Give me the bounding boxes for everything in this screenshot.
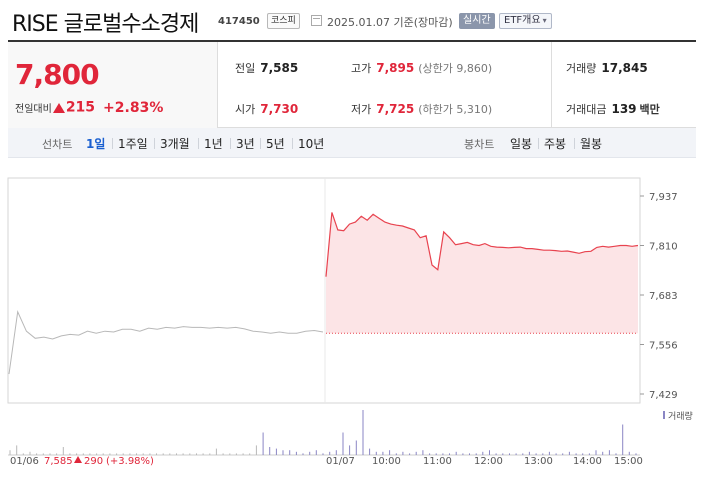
open-price: 시가 7,730 — [235, 98, 298, 118]
tab-separator — [230, 138, 231, 149]
lower-limit-label: (하한가 — [418, 103, 453, 116]
lower-limit-value: 5,310) — [456, 103, 493, 116]
trade-amount: 거래대금 139 백만 — [566, 98, 660, 118]
tab-separator — [574, 138, 575, 149]
low-value: 7,725 — [376, 102, 415, 116]
upper-limit-value: 9,860) — [456, 62, 493, 75]
volume-legend-swatch — [663, 411, 665, 419]
prev-close-label: 전일 — [235, 62, 256, 75]
quote-column-3: 거래량 17,845 거래대금 139 백만 — [552, 42, 696, 128]
tab-separator — [292, 138, 293, 149]
period-tab[interactable]: 1년 — [204, 137, 223, 151]
prev-day-change-label: 290 — [84, 456, 103, 467]
x-tick-label: 01/07 — [326, 456, 355, 467]
etf-overview-dropdown[interactable]: ETF개요 ▾ — [499, 13, 552, 29]
y-tick-label: 7,683 — [649, 291, 678, 302]
price-chart-area: 7,937 7,810 7,683 7,556 7,429 거래량 01/06 7,585 29… — [0, 158, 702, 482]
prev-close: 전일 7,585 — [235, 57, 298, 77]
reference-date: 2025.01.07 기준(장마감) — [327, 16, 453, 29]
x-tick-label: 11:00 — [423, 456, 452, 467]
period-tab[interactable]: 10년 — [298, 137, 325, 151]
low-label: 저가 — [351, 103, 372, 116]
etf-overview-label: ETF개요 — [504, 15, 541, 26]
volume-label: 거래량 — [566, 62, 597, 75]
prev-day-change-percent: (+3.98%) — [106, 456, 154, 467]
period-tab[interactable]: 3개월 — [160, 137, 190, 151]
period-tab[interactable]: 5년 — [266, 137, 285, 151]
period-tab[interactable]: 1주일 — [118, 137, 148, 151]
realtime-button[interactable]: 실시간 — [459, 13, 495, 29]
x-tick-label: 10:00 — [372, 456, 401, 467]
line-chart-label: 선차트 — [42, 138, 73, 151]
volume: 거래량 17,845 — [566, 57, 648, 77]
candle-chart-label: 봉차트 — [464, 138, 495, 151]
calendar-icon — [311, 15, 322, 26]
volume-value: 17,845 — [601, 61, 648, 75]
x-tick-label: 13:00 — [524, 456, 553, 467]
upper-limit: (상한가 9,860) — [418, 62, 492, 75]
x-tick-label: 15:00 — [614, 456, 643, 467]
amount-label: 거래대금 — [566, 103, 607, 116]
quote-column-1: 전일 7,585 시가 7,730 — [218, 42, 340, 128]
x-tick-label: 01/06 — [10, 456, 39, 467]
tab-separator — [112, 138, 113, 149]
prev-close-value: 7,585 — [260, 61, 299, 75]
candle-tab[interactable]: 월봉 — [580, 137, 603, 151]
price-chart: 7,937 7,810 7,683 7,556 7,429 거래량 01/06 7,585 29… — [7, 177, 693, 467]
chevron-down-icon: ▾ — [542, 16, 547, 25]
high-value: 7,895 — [376, 61, 415, 75]
volume-legend-label: 거래량 — [668, 410, 693, 422]
candle-tab[interactable]: 주봉 — [544, 137, 567, 151]
change-row: 전일대비 215 +2.83% — [15, 97, 163, 116]
high-label: 고가 — [351, 62, 372, 75]
tab-separator — [198, 138, 199, 149]
period-tab[interactable]: 1일 — [86, 137, 106, 151]
change-label: 전일대비 — [15, 104, 52, 115]
tab-separator — [538, 138, 539, 149]
upper-limit-label: (상한가 — [418, 62, 453, 75]
x-tick-label: 14:00 — [573, 456, 602, 467]
period-tab[interactable]: 3년 — [236, 137, 255, 151]
up-triangle-icon — [52, 102, 65, 113]
open-label: 시가 — [235, 103, 256, 116]
amount-unit: 백만 — [639, 103, 660, 116]
quote-summary: 7,800 전일대비 215 +2.83% 전일 7,585 시가 7,730 고가 7,… — [8, 40, 696, 128]
today-price-line — [325, 212, 639, 277]
quote-column-2: 고가 7,895 (상한가 9,860) 저가 7,725 (하한가 5,310) — [340, 42, 552, 128]
change-value: 215 — [65, 99, 96, 116]
y-tick-label: 7,556 — [649, 341, 678, 352]
y-tick-label: 7,810 — [649, 242, 678, 253]
change-percent: +2.83% — [103, 99, 164, 116]
current-price: 7,800 — [15, 58, 100, 91]
amount-value: 139 — [611, 102, 637, 116]
prev-day-line — [8, 310, 324, 375]
y-tick-label: 7,937 — [649, 192, 678, 203]
today-area-fill — [326, 212, 638, 334]
lower-limit: (하한가 5,310) — [418, 103, 492, 116]
x-tick-label: 12:00 — [474, 456, 503, 467]
low-price: 저가 7,725 (하한가 5,310) — [351, 98, 492, 118]
up-triangle-icon — [74, 456, 82, 463]
market-badge: 코스피 — [267, 13, 300, 29]
candle-tab[interactable]: 일봉 — [510, 137, 533, 151]
ticker-code: 417450 — [218, 16, 260, 27]
high-price: 고가 7,895 (상한가 9,860) — [351, 57, 492, 77]
current-price-box: 7,800 전일대비 215 +2.83% — [8, 42, 218, 128]
tab-separator — [154, 138, 155, 149]
open-value: 7,730 — [260, 102, 299, 116]
tab-separator — [260, 138, 261, 149]
etf-name: RISE 글로벌수소경제 — [12, 12, 199, 37]
prev-day-close-label: 7,585 — [44, 456, 73, 467]
header: RISE 글로벌수소경제 417450 코스피 2025.01.07 기준(장마… — [0, 0, 702, 38]
chart-period-bar: 선차트 봉차트 1일 1주일 3개월 1년 3년 5년 10년 일봉 주봉 월봉 — [8, 128, 696, 158]
y-tick-label: 7,429 — [649, 390, 678, 401]
